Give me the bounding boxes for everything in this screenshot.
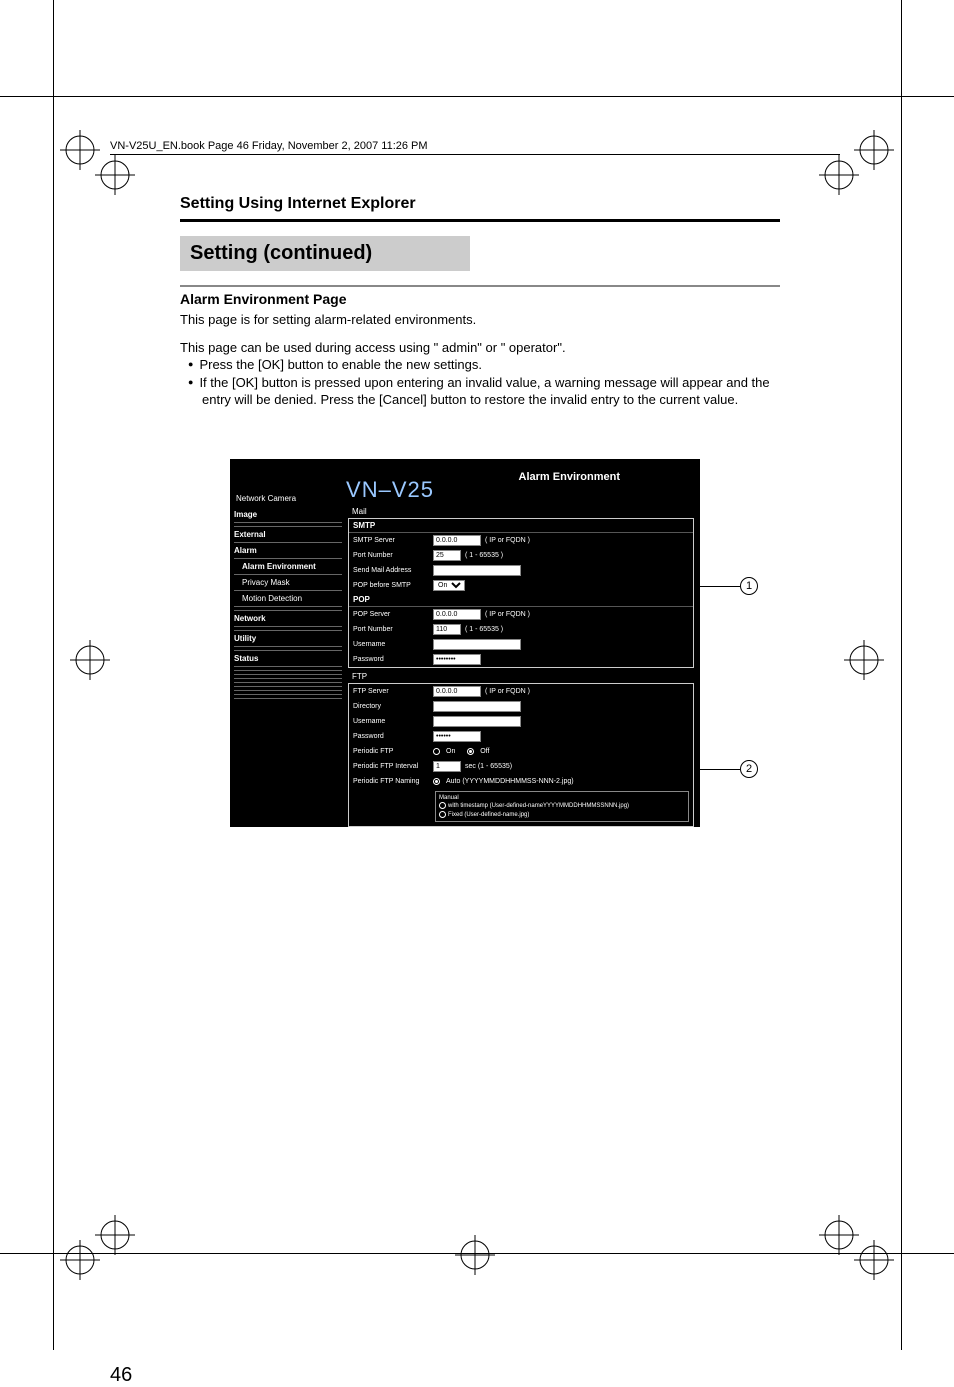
page-number: 46 (110, 1364, 132, 1387)
manual-fixed-radio[interactable] (439, 811, 446, 818)
ftp-user-label: Username (353, 718, 433, 725)
crop-line (0, 96, 954, 97)
crop-line (901, 0, 902, 1350)
ftp-dir-input[interactable] (433, 701, 521, 712)
ftp-pass-label: Password (353, 733, 433, 740)
model-label: VN–V25 (346, 477, 434, 503)
bullet-list: Press the [OK] button to enable the new … (180, 356, 780, 409)
ftp-pass-input[interactable] (433, 731, 481, 742)
periodic-ftp-label: Periodic FTP (353, 748, 433, 755)
sidebar-item-network[interactable]: Network (234, 611, 342, 627)
sidebar-item-motion-detection[interactable]: Motion Detection (234, 591, 342, 607)
pop-before-select[interactable]: On (433, 580, 465, 591)
pop-port-input[interactable] (433, 624, 461, 635)
ftp-dir-label: Directory (353, 703, 433, 710)
sidebar: Image External Alarm Alarm Environment P… (230, 503, 348, 827)
registration-mark (60, 1240, 100, 1280)
naming-auto-text: Auto (YYYYMMDDHHMMSS-NNN-2.jpg) (446, 778, 574, 785)
sidebar-item-privacy-mask[interactable]: Privacy Mask (234, 575, 342, 591)
sidebar-item-external[interactable]: External (234, 527, 342, 543)
callout-1: 1 (740, 577, 758, 595)
registration-mark (455, 1235, 495, 1275)
pop-user-input[interactable] (433, 639, 521, 650)
sidebar-item-utility[interactable]: Utility (234, 631, 342, 647)
main-panel: Mail SMTP SMTP Server ( IP or FQDN ) Por… (348, 503, 700, 827)
pop-server-hint: ( IP or FQDN ) (485, 611, 530, 618)
smtp-port-input[interactable] (433, 550, 461, 561)
smtp-server-input[interactable] (433, 535, 481, 546)
smtp-server-hint: ( IP or FQDN ) (485, 537, 530, 544)
sidebar-item-image[interactable]: Image (234, 507, 342, 523)
naming-auto-radio[interactable] (433, 778, 440, 785)
callout-line (700, 769, 740, 770)
callout-2: 2 (740, 760, 758, 778)
manual-ts-radio[interactable] (439, 802, 446, 809)
pop-user-label: Username (353, 641, 433, 648)
sidebar-item-alarm[interactable]: Alarm (234, 543, 342, 559)
registration-mark (854, 1240, 894, 1280)
intro-text: This page is for setting alarm-related e… (180, 311, 780, 329)
thin-rule (180, 285, 780, 287)
sub-heading: Alarm Environment Page (180, 291, 780, 307)
manual-head: Manual (439, 794, 685, 802)
periodic-off-radio[interactable] (467, 748, 474, 755)
ui-page-title: Alarm Environment (519, 471, 620, 483)
pop-port-hint: ( 1 - 65535 ) (465, 626, 503, 633)
ftp-server-label: FTP Server (353, 688, 433, 695)
ui-screenshot: Network Camera VN–V25 Alarm Environment … (230, 459, 700, 827)
pop-server-label: POP Server (353, 611, 433, 618)
naming-label: Periodic FTP Naming (353, 778, 433, 785)
smtp-port-label: Port Number (353, 552, 433, 559)
ftp-server-input[interactable] (433, 686, 481, 697)
crop-line (53, 0, 54, 1350)
ui-header: Network Camera VN–V25 (230, 459, 700, 503)
section-title: Setting Using Internet Explorer (180, 195, 780, 213)
pop-pass-label: Password (353, 656, 433, 663)
registration-mark (844, 640, 884, 680)
manual-box: Manual with timestamp (User-defined-name… (435, 791, 689, 822)
ftp-server-hint: ( IP or FQDN ) (485, 688, 530, 695)
periodic-on-radio[interactable] (433, 748, 440, 755)
chapter-bar: Setting (continued) (180, 236, 470, 271)
registration-mark (95, 1215, 135, 1255)
registration-mark (70, 640, 110, 680)
smtp-head: SMTP (349, 519, 693, 533)
page-header-note: VN-V25U_EN.book Page 46 Friday, November… (110, 140, 840, 155)
ftp-label: FTP (348, 668, 694, 683)
pop-server-input[interactable] (433, 609, 481, 620)
ftp-user-input[interactable] (433, 716, 521, 727)
title-rule (180, 219, 780, 222)
ftp-group: FTP Server ( IP or FQDN ) Directory User… (348, 683, 694, 827)
bullet-item: Press the [OK] button to enable the new … (188, 356, 780, 374)
usage-text: This page can be used during access usin… (180, 339, 780, 357)
registration-mark (819, 1215, 859, 1255)
nc-label: Network Camera (236, 494, 296, 503)
smtp-port-hint: ( 1 - 65535 ) (465, 552, 503, 559)
callout-line (700, 586, 740, 587)
bullet-item: If the [OK] button is pressed upon enter… (188, 374, 780, 409)
interval-label: Periodic FTP Interval (353, 763, 433, 770)
smtp-group: SMTP SMTP Server ( IP or FQDN ) Port Num… (348, 518, 694, 668)
interval-hint: sec (1 - 65535) (465, 763, 512, 770)
send-mail-label: Send Mail Address (353, 567, 433, 574)
pop-head: POP (349, 593, 693, 607)
smtp-server-label: SMTP Server (353, 537, 433, 544)
pop-pass-input[interactable] (433, 654, 481, 665)
registration-mark (60, 130, 100, 170)
sidebar-item-alarm-environment[interactable]: Alarm Environment (234, 559, 342, 575)
mail-label: Mail (348, 503, 694, 518)
pop-port-label: Port Number (353, 626, 433, 633)
interval-input[interactable] (433, 761, 461, 772)
registration-mark (854, 130, 894, 170)
sidebar-item-status[interactable]: Status (234, 651, 342, 667)
pop-before-label: POP before SMTP (353, 582, 433, 589)
send-mail-input[interactable] (433, 565, 521, 576)
